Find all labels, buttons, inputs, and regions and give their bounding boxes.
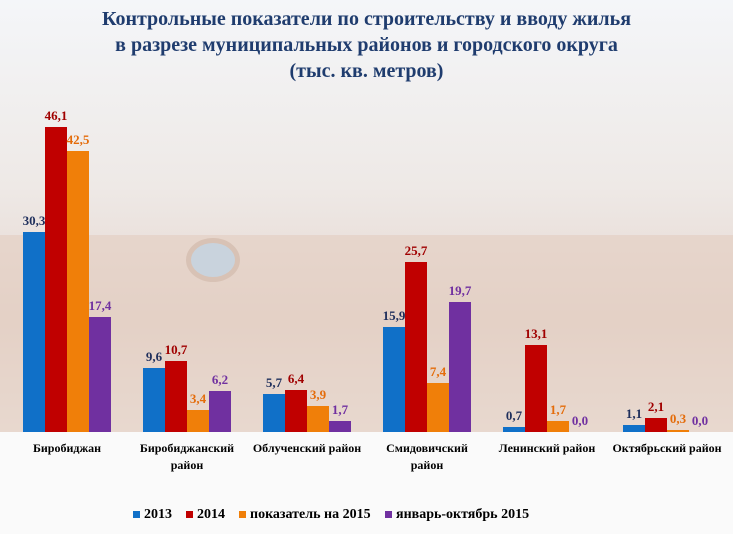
bar	[263, 394, 285, 432]
data-label: 10,7	[164, 342, 188, 358]
x-tick-label: Октябрьский район	[612, 441, 722, 455]
data-label: 6,2	[211, 371, 229, 387]
x-tick-label: Облученский район	[252, 441, 362, 455]
data-label: 0,0	[571, 413, 589, 428]
bar	[503, 427, 525, 432]
data-label: 19,7	[448, 282, 472, 298]
legend-swatch	[133, 511, 140, 519]
bar	[525, 345, 547, 432]
x-tick-label: Биробиджан	[32, 441, 102, 455]
legend-item: показатель на 2015	[239, 507, 371, 523]
background-building	[0, 235, 733, 435]
bar	[45, 127, 67, 432]
legend-swatch	[186, 511, 193, 519]
data-label: 3,4	[189, 390, 207, 406]
data-label: 17,4	[88, 297, 112, 313]
bar	[209, 390, 231, 432]
data-label: 0,7	[505, 408, 523, 424]
data-label: 2,1	[647, 399, 665, 415]
bar	[285, 389, 307, 432]
x-tick-label: Смидовичский район	[386, 441, 468, 472]
bar	[165, 361, 187, 432]
bar	[427, 383, 449, 432]
bar	[89, 316, 111, 432]
data-label: 0,3	[669, 411, 687, 426]
data-label: 9,6	[145, 349, 163, 365]
legend-item: 2013	[133, 507, 172, 523]
data-label: 30,3	[22, 212, 46, 228]
chart-title: в разрезе муниципальных районов и городс…	[115, 34, 618, 56]
bar	[67, 150, 89, 432]
bar	[143, 368, 165, 432]
data-label: 13,1	[524, 326, 548, 342]
data-label: 1,1	[625, 405, 643, 421]
bar	[187, 409, 209, 432]
legend-label: 2013	[144, 507, 172, 522]
legend-item: январь-октябрь 2015	[385, 507, 529, 523]
chart-title: Контрольные показатели по строительству …	[101, 8, 632, 30]
legend-item: 2014	[186, 507, 225, 523]
chart-title: (тыс. кв. метров)	[289, 60, 444, 82]
data-label: 6,4	[287, 370, 305, 386]
data-label: 25,7	[404, 242, 428, 258]
legend-label: показатель на 2015	[250, 507, 371, 522]
x-tick-label: Биробиджанский район	[139, 441, 235, 472]
bar	[645, 418, 667, 432]
bar	[623, 424, 645, 432]
data-label: 5,7	[265, 375, 283, 391]
legend-swatch	[239, 511, 246, 519]
legend-label: январь-октябрь 2015	[396, 507, 530, 522]
data-label: 3,9	[309, 387, 327, 403]
legend-label: 2014	[197, 507, 225, 522]
bar	[667, 430, 689, 432]
bar	[449, 301, 471, 432]
bar	[329, 420, 351, 432]
data-label: 1,7	[331, 401, 349, 417]
bar	[405, 261, 427, 432]
bar	[307, 406, 329, 432]
bar	[547, 420, 569, 432]
legend-swatch	[385, 511, 392, 519]
bar	[383, 326, 405, 432]
data-label: 1,7	[549, 401, 567, 417]
data-label: 42,5	[66, 131, 90, 147]
data-label: 15,9	[382, 307, 406, 323]
bar	[23, 231, 45, 432]
data-label: 7,4	[429, 364, 447, 380]
background-ground	[0, 432, 733, 534]
x-tick-label: Ленинский район	[498, 441, 596, 455]
background-window	[186, 238, 240, 282]
data-label: 46,1	[44, 108, 68, 123]
data-label: 0,0	[691, 413, 709, 428]
